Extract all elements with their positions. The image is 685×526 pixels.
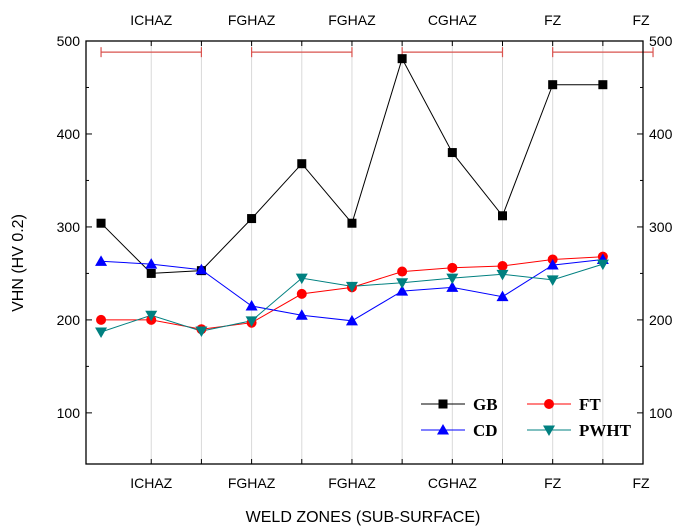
plot-frame xyxy=(85,40,644,465)
data-point-gb xyxy=(297,159,307,169)
x-tick-label-top: FGHAZ xyxy=(328,12,376,28)
data-point-gb xyxy=(247,214,257,224)
data-point-pwht xyxy=(295,273,308,285)
zone-bracket-0 xyxy=(100,47,203,58)
data-point-cd xyxy=(245,299,258,311)
axis-ticks xyxy=(86,40,643,464)
data-point-cd xyxy=(295,309,308,320)
data-point-pwht xyxy=(446,273,459,285)
data-point-gb xyxy=(96,218,106,228)
data-point-cd xyxy=(546,259,559,270)
tick-labels: 100 100 200 200 300 300 400 400 500 500 ICHAZ ICHAZ… xyxy=(57,12,673,491)
series-markers xyxy=(95,54,609,338)
y-tick-label-right: 500 xyxy=(649,33,673,49)
x-tick-label-top: FZ xyxy=(632,12,650,28)
data-point-ft xyxy=(96,314,107,325)
x-tick-label-top: CGHAZ xyxy=(428,12,477,28)
data-point-pwht xyxy=(345,281,358,293)
x-gridlines xyxy=(150,41,604,464)
legend-marker-ft xyxy=(544,399,554,409)
data-point-pwht xyxy=(396,278,409,289)
data-point-gb xyxy=(146,268,156,278)
legend-marker-gb xyxy=(438,399,448,409)
zone-bracket-3 xyxy=(552,47,654,58)
series-markers-cd xyxy=(95,253,609,326)
data-point-pwht xyxy=(95,327,108,338)
data-point-pwht xyxy=(546,275,559,286)
y-axis-title: VHN (HV 0.2) xyxy=(10,214,27,312)
x-tick-label-bottom: FGHAZ xyxy=(228,475,276,491)
data-point-pwht xyxy=(145,310,158,322)
y-tick-label-left: 200 xyxy=(57,312,81,328)
legend-label-ft: FT xyxy=(579,395,601,414)
data-point-ft xyxy=(447,262,458,273)
x-tick-label-bottom: FGHAZ xyxy=(328,475,376,491)
legend-item-gb: GB xyxy=(421,395,498,414)
data-point-cd xyxy=(145,258,158,269)
y-tick-label-right: 300 xyxy=(649,219,673,235)
x-tick-label-bottom: CGHAZ xyxy=(428,475,477,491)
data-point-gb xyxy=(548,80,558,90)
y-tick-label-right: 400 xyxy=(649,126,673,142)
x-tick-label-top: ICHAZ xyxy=(130,12,172,28)
data-point-gb xyxy=(497,211,507,221)
y-tick-label-left: 300 xyxy=(57,219,81,235)
data-point-pwht xyxy=(496,269,509,281)
x-tick-label-bottom: ICHAZ xyxy=(130,475,172,491)
data-point-ft xyxy=(497,260,508,271)
data-point-cd xyxy=(345,314,358,326)
zone-brackets xyxy=(100,47,654,58)
y-tick-label-right: 100 xyxy=(649,405,673,421)
x-tick-label-bottom: FZ xyxy=(632,475,650,491)
legend-item-cd: CD xyxy=(421,421,498,440)
y-tick-label-left: 100 xyxy=(57,405,81,421)
y-tick-label-left: 400 xyxy=(57,126,81,142)
legend-item-ft: FT xyxy=(527,395,601,414)
data-point-cd xyxy=(496,290,509,302)
legend-marker-cd xyxy=(437,424,449,435)
x-tick-label-top: FZ xyxy=(544,12,562,28)
data-point-pwht xyxy=(245,316,258,327)
series-markers-pwht xyxy=(95,259,609,338)
data-point-cd xyxy=(446,281,459,292)
data-point-pwht xyxy=(596,259,609,271)
legend-label-gb: GB xyxy=(473,395,498,414)
data-point-cd xyxy=(195,263,208,275)
legend-label-cd: CD xyxy=(473,421,498,440)
x-axis-title: WELD ZONES (SUB-SURFACE) xyxy=(246,509,481,526)
data-point-gb xyxy=(397,54,407,64)
data-point-cd xyxy=(95,255,108,266)
legend: GB FT CD PWHT xyxy=(421,395,632,440)
legend-marker-pwht xyxy=(543,425,555,436)
x-tick-label-top: FGHAZ xyxy=(228,12,276,28)
data-point-cd xyxy=(396,285,409,296)
data-point-gb xyxy=(347,218,357,228)
zone-bracket-1 xyxy=(250,47,353,58)
data-point-pwht xyxy=(195,326,208,338)
x-tick-label-bottom: FZ xyxy=(544,475,562,491)
data-point-gb xyxy=(598,80,608,90)
y-tick-label-left: 500 xyxy=(57,33,81,49)
y-tick-label-right: 200 xyxy=(649,312,673,328)
data-point-ft xyxy=(296,288,307,299)
data-point-ft xyxy=(397,266,408,277)
legend-item-pwht: PWHT xyxy=(527,421,632,440)
legend-label-pwht: PWHT xyxy=(579,421,632,440)
data-point-gb xyxy=(447,148,457,158)
